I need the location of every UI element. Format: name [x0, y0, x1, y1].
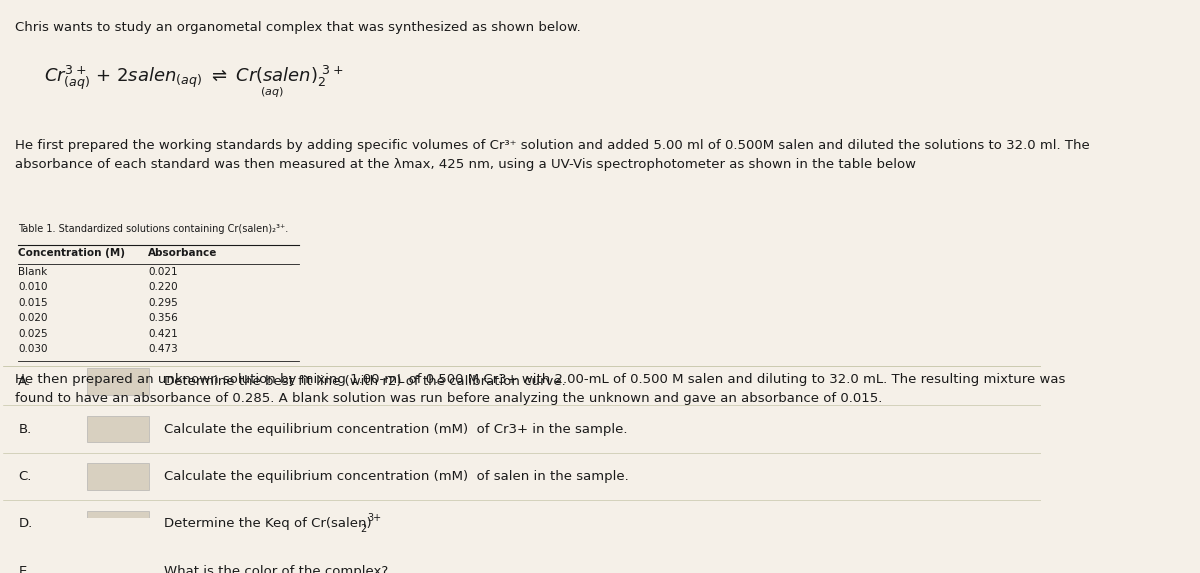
- Text: B.: B.: [18, 423, 31, 435]
- Text: 0.473: 0.473: [148, 344, 178, 354]
- Text: D.: D.: [18, 517, 32, 531]
- Text: $\mathit{Cr}^{3+}_{(aq)}$ + $\mathit{2salen}_{(aq)}$ $\rightleftharpoons$ $\math: $\mathit{Cr}^{3+}_{(aq)}$ + $\mathit{2sa…: [44, 64, 343, 92]
- Text: 0.025: 0.025: [18, 328, 48, 339]
- Text: 0.010: 0.010: [18, 282, 48, 292]
- Text: E.: E.: [18, 565, 31, 573]
- Text: 0.030: 0.030: [18, 344, 48, 354]
- FancyBboxPatch shape: [86, 511, 149, 537]
- Text: 3+: 3+: [367, 513, 382, 523]
- Text: 0.015: 0.015: [18, 297, 48, 308]
- Text: Determine the Keq of Cr(salen): Determine the Keq of Cr(salen): [163, 517, 371, 531]
- Text: Table 1. Standardized solutions containing Cr(salen)₂³⁺.: Table 1. Standardized solutions containi…: [18, 225, 289, 234]
- Text: 0.020: 0.020: [18, 313, 48, 323]
- Text: 0.356: 0.356: [148, 313, 178, 323]
- FancyBboxPatch shape: [86, 558, 149, 573]
- FancyBboxPatch shape: [86, 368, 149, 395]
- Text: Calculate the equilibrium concentration (mM)  of salen in the sample.: Calculate the equilibrium concentration …: [163, 470, 629, 483]
- Text: C.: C.: [18, 470, 31, 483]
- Text: Determine the best fit line (with r2) of the calibration curve.: Determine the best fit line (with r2) of…: [163, 375, 565, 388]
- Text: 0.421: 0.421: [148, 328, 178, 339]
- FancyBboxPatch shape: [86, 415, 149, 442]
- FancyBboxPatch shape: [86, 463, 149, 490]
- Text: Blank: Blank: [18, 266, 48, 277]
- Text: $(aq)$: $(aq)$: [260, 85, 284, 99]
- Text: Chris wants to study an organometal complex that was synthesized as shown below.: Chris wants to study an organometal comp…: [16, 21, 581, 34]
- Text: What is the color of the complex?: What is the color of the complex?: [163, 565, 388, 573]
- Text: 0.021: 0.021: [148, 266, 178, 277]
- Text: 0.295: 0.295: [148, 297, 178, 308]
- Text: A.: A.: [18, 375, 31, 388]
- Text: 0.220: 0.220: [148, 282, 178, 292]
- Text: He then prepared an unknown solution by mixing 1.00-mL of 0.500 M Cr3+ with 2.00: He then prepared an unknown solution by …: [16, 374, 1066, 406]
- Text: He first prepared the working standards by adding specific volumes of Cr³⁺ solut: He first prepared the working standards …: [16, 139, 1090, 171]
- Text: Absorbance: Absorbance: [148, 248, 217, 258]
- Text: 2: 2: [360, 524, 367, 534]
- Text: Calculate the equilibrium concentration (mM)  of Cr3+ in the sample.: Calculate the equilibrium concentration …: [163, 423, 628, 435]
- Text: Concentration (M): Concentration (M): [18, 248, 125, 258]
